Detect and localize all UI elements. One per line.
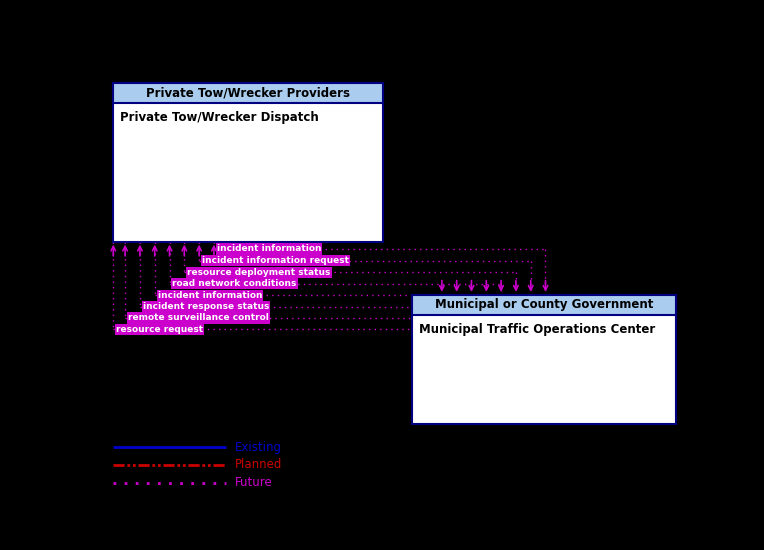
Bar — [113, 83, 383, 103]
Text: Private Tow/Wrecker Dispatch: Private Tow/Wrecker Dispatch — [121, 111, 319, 124]
Bar — [113, 83, 383, 103]
Text: Private Tow/Wrecker Providers: Private Tow/Wrecker Providers — [146, 86, 350, 100]
Text: incident information: incident information — [157, 290, 262, 300]
Text: incident information request: incident information request — [202, 256, 349, 265]
Text: resource deployment status: resource deployment status — [187, 268, 331, 277]
Text: incident information: incident information — [217, 244, 322, 254]
Bar — [113, 83, 383, 242]
Bar — [413, 295, 676, 315]
Text: Municipal or County Government: Municipal or County Government — [435, 298, 653, 311]
Text: Planned: Planned — [235, 459, 282, 471]
Bar — [413, 295, 676, 424]
Text: resource request: resource request — [116, 325, 203, 334]
Text: Existing: Existing — [235, 441, 282, 454]
Text: Future: Future — [235, 476, 273, 489]
Text: incident response status: incident response status — [143, 302, 269, 311]
Bar — [413, 295, 676, 315]
Text: remote surveillance control: remote surveillance control — [128, 314, 269, 322]
Text: Municipal Traffic Operations Center: Municipal Traffic Operations Center — [419, 323, 656, 336]
Text: road network conditions: road network conditions — [173, 279, 297, 288]
